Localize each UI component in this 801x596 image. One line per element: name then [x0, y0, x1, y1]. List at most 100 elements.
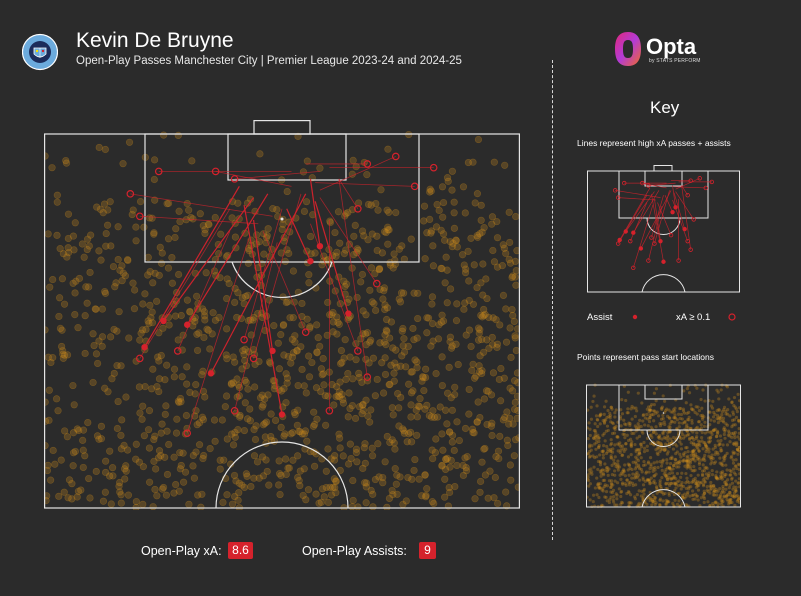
pass-start-point — [228, 500, 237, 508]
pass-start-point — [477, 477, 485, 486]
pass-start-point — [200, 451, 208, 460]
pass-start-point — [239, 347, 247, 355]
key-pass-start-point — [720, 461, 724, 465]
key-pass-start-point — [661, 432, 665, 436]
key-pass-start-point — [678, 406, 682, 411]
pass-start-point — [344, 369, 352, 378]
pass-start-point — [231, 233, 240, 241]
key-pass-start-point — [708, 503, 712, 507]
pass-start-point — [336, 378, 344, 386]
pass-start-point — [452, 236, 460, 244]
pass-start-point — [376, 339, 384, 347]
pass-start-point — [390, 250, 398, 258]
pass-start-point — [45, 416, 53, 424]
pass-line — [310, 223, 359, 352]
key-pass-start-point — [693, 410, 697, 415]
pass-start-point — [509, 311, 517, 320]
key-pass-point — [649, 235, 654, 240]
key-pass-start-point — [690, 421, 694, 425]
pass-line — [314, 201, 349, 314]
key-pass-start-point — [612, 431, 617, 435]
pass-start-point — [303, 437, 311, 445]
key-pass-start-point — [702, 456, 706, 460]
key-pass-point — [676, 258, 681, 263]
pass-start-point — [222, 351, 230, 359]
pass-start-point — [411, 455, 419, 464]
pass-start-point — [296, 428, 304, 436]
key-pass-start-point — [645, 412, 649, 417]
key-pass-point — [612, 188, 618, 193]
key-pass-start-point — [597, 439, 601, 444]
key-pass-start-point — [608, 413, 613, 418]
key-pass-start-point — [708, 491, 712, 495]
key-pass-start-point — [707, 454, 711, 458]
key-pass-start-point — [663, 448, 667, 452]
key-pass-start-point — [675, 480, 679, 484]
pass-start-point — [469, 360, 477, 368]
pass-start-point — [53, 231, 61, 239]
key-pass-start-point — [587, 479, 591, 483]
pass-start-point — [475, 329, 483, 337]
key-pass-start-point — [624, 442, 628, 446]
key-pass-start-point — [586, 475, 590, 479]
pass-line — [338, 178, 359, 210]
pass-start-point — [375, 265, 384, 273]
page-title: Kevin De Bruyne — [76, 29, 234, 52]
key-pass-start-point — [681, 496, 685, 500]
key-pass-start-point — [621, 482, 625, 486]
pass-start-point — [470, 261, 478, 269]
pass-start-point — [84, 418, 92, 427]
pass-start-point — [208, 330, 216, 338]
pass-start-point — [319, 355, 327, 363]
key-pass-start-point — [726, 408, 730, 412]
key-pass-start-point — [609, 485, 613, 489]
pass-start-point — [355, 403, 364, 411]
pass-start-point — [193, 292, 201, 300]
pass-start-point — [445, 363, 453, 371]
key-pass-start-point — [688, 494, 692, 498]
key-pass-line — [629, 202, 648, 242]
pass-line — [163, 197, 255, 322]
key-pass-start-point — [695, 445, 699, 449]
key-pass-start-point — [732, 442, 736, 447]
pass-start-point — [358, 270, 367, 279]
key-pass-start-point — [598, 460, 603, 465]
pass-start-point — [404, 473, 412, 482]
key-pass-start-point — [700, 480, 704, 484]
key-pass-start-point — [650, 435, 654, 440]
divider — [552, 60, 553, 540]
pass-start-point — [185, 500, 193, 508]
key-pass-start-point — [682, 411, 687, 415]
key-pass-start-point — [592, 394, 596, 398]
pass-start-point — [174, 131, 182, 140]
key-pass-start-point — [709, 456, 713, 460]
key-pass-start-point — [693, 492, 698, 496]
key-pass-start-point — [685, 459, 689, 463]
pass-start-point — [295, 427, 303, 436]
pass-start-point — [58, 275, 67, 283]
pass-start-point — [439, 317, 448, 325]
key-pass-start-point — [633, 474, 638, 478]
pass-start-point — [153, 383, 161, 391]
key-pass-start-point — [732, 495, 737, 499]
key-pass-start-point — [629, 444, 633, 448]
key-pass-start-point — [595, 404, 599, 408]
key-pass-start-point — [655, 440, 660, 444]
key-pass-start-point — [644, 471, 648, 475]
key-pass-start-point — [625, 478, 629, 482]
assist-point — [141, 343, 148, 351]
pass-start-point — [163, 470, 172, 479]
pass-start-point — [438, 353, 446, 361]
key-pass-start-point — [696, 405, 700, 409]
key-pass-start-point — [603, 468, 607, 472]
key-pass-start-point — [691, 456, 695, 460]
pass-start-point — [216, 465, 224, 473]
pass-start-point — [122, 467, 130, 475]
key-pass-start-point — [645, 478, 650, 482]
pass-start-point — [110, 325, 118, 334]
pass-start-point — [91, 305, 99, 313]
pass-start-point — [124, 256, 132, 265]
key-pass-start-point — [706, 474, 710, 478]
pass-start-point — [337, 347, 346, 355]
key-pass-start-point — [659, 490, 663, 494]
